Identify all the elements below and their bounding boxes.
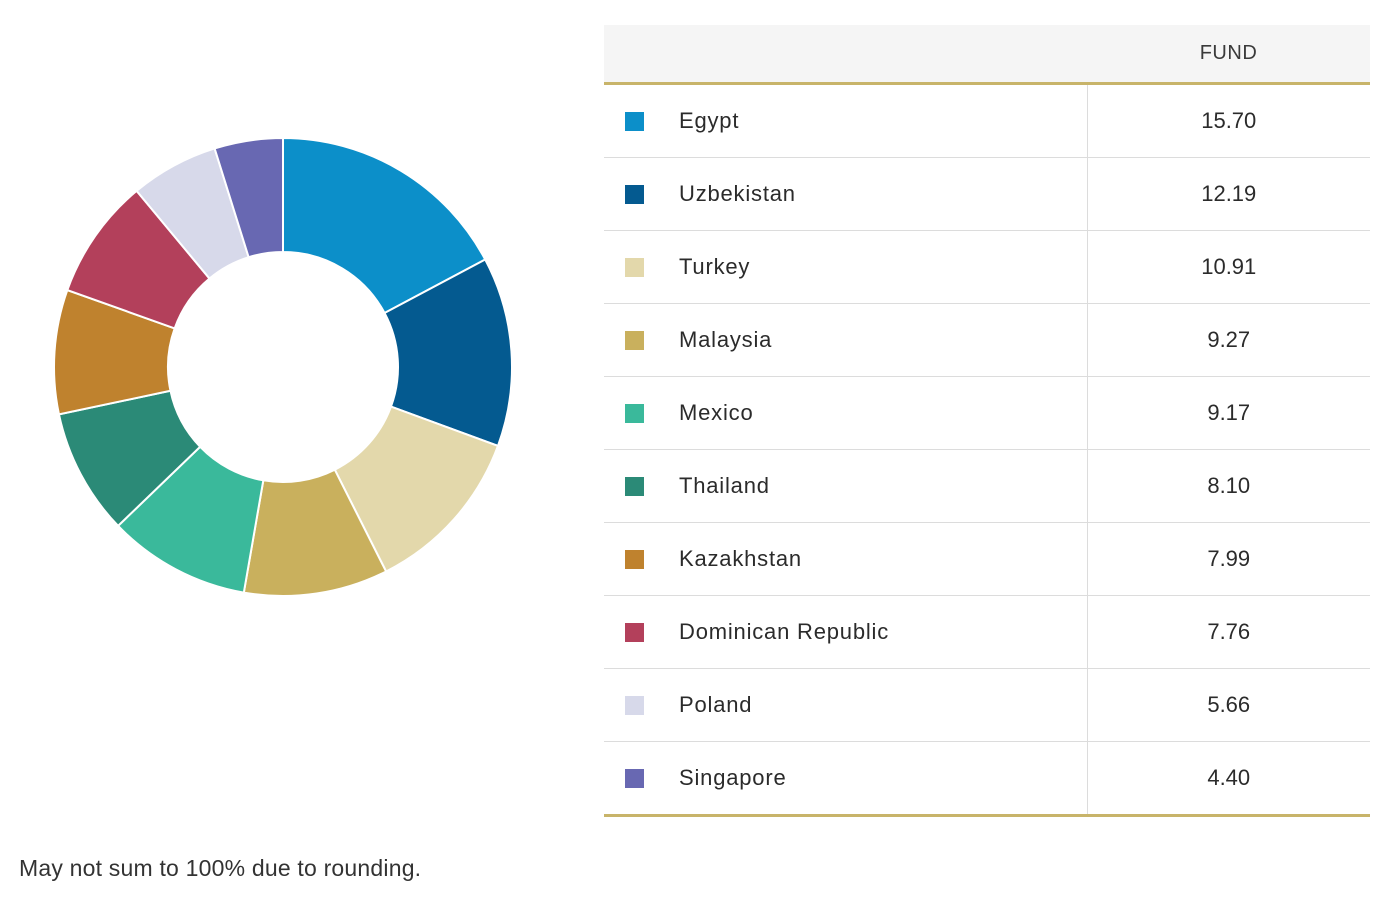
fund-value: 9.27: [1087, 303, 1370, 377]
legend-swatch: [625, 111, 644, 131]
legend-swatch: [625, 622, 644, 642]
country-name: Egypt: [679, 108, 740, 133]
country-name: Dominican Republic: [679, 619, 890, 644]
fund-value: 7.99: [1087, 522, 1370, 596]
country-name: Thailand: [679, 473, 770, 498]
table-row: Egypt 15.70: [604, 83, 1370, 158]
donut-slice-singapore[interactable]: [213, 136, 284, 259]
header-name: [604, 25, 1087, 85]
table-row: Dominican Republic 7.76: [604, 595, 1370, 669]
table-header-row: FUND: [604, 25, 1370, 85]
country-name: Poland: [679, 692, 753, 717]
country-name: Singapore: [679, 765, 787, 790]
legend-swatch: [625, 257, 644, 277]
fund-value: 15.70: [1087, 83, 1370, 158]
table-row: Turkey 10.91: [604, 230, 1370, 304]
fund-value: 9.17: [1087, 376, 1370, 450]
country-name: Uzbekistan: [679, 181, 796, 206]
table-row: Malaysia 9.27: [604, 303, 1370, 377]
table-body: Egypt 15.70 Uzbekistan 12.19 Turkey 10.9…: [604, 83, 1370, 817]
table-row: Kazakhstan 7.99: [604, 522, 1370, 596]
country-name: Kazakhstan: [679, 546, 802, 571]
legend-swatch: [625, 549, 644, 569]
fund-value: 8.10: [1087, 449, 1370, 523]
fund-value: 7.76: [1087, 595, 1370, 669]
legend-swatch: [625, 330, 644, 350]
country-name: Turkey: [679, 254, 751, 279]
fund-value: 5.66: [1087, 668, 1370, 742]
table-row: Singapore 4.40: [604, 741, 1370, 817]
rounding-footnote: May not sum to 100% due to rounding.: [19, 855, 422, 881]
fund-value: 4.40: [1087, 741, 1370, 817]
legend-swatch: [625, 476, 644, 496]
table-row: Thailand 8.10: [604, 449, 1370, 523]
legend-swatch: [625, 768, 644, 788]
legend-swatch: [625, 695, 644, 715]
header-fund: FUND: [1087, 25, 1370, 85]
country-name: Malaysia: [679, 327, 773, 352]
table-row: Poland 5.66: [604, 668, 1370, 742]
legend-swatch: [625, 184, 644, 204]
country-name: Mexico: [679, 400, 754, 425]
donut-chart: [53, 136, 513, 597]
fund-value: 10.91: [1087, 230, 1370, 304]
donut-slice-uzbekistan[interactable]: [383, 258, 513, 448]
donut-slice-egypt[interactable]: [282, 136, 487, 315]
fund-value: 12.19: [1087, 157, 1370, 231]
legend-swatch: [625, 403, 644, 423]
allocation-table-container: FUND Egypt 15.70 Uzbekistan 12.19 Turkey…: [604, 25, 1370, 817]
allocation-table: FUND Egypt 15.70 Uzbekistan 12.19 Turkey…: [604, 25, 1370, 817]
table-row: Mexico 9.17: [604, 376, 1370, 450]
table-row: Uzbekistan 12.19: [604, 157, 1370, 231]
